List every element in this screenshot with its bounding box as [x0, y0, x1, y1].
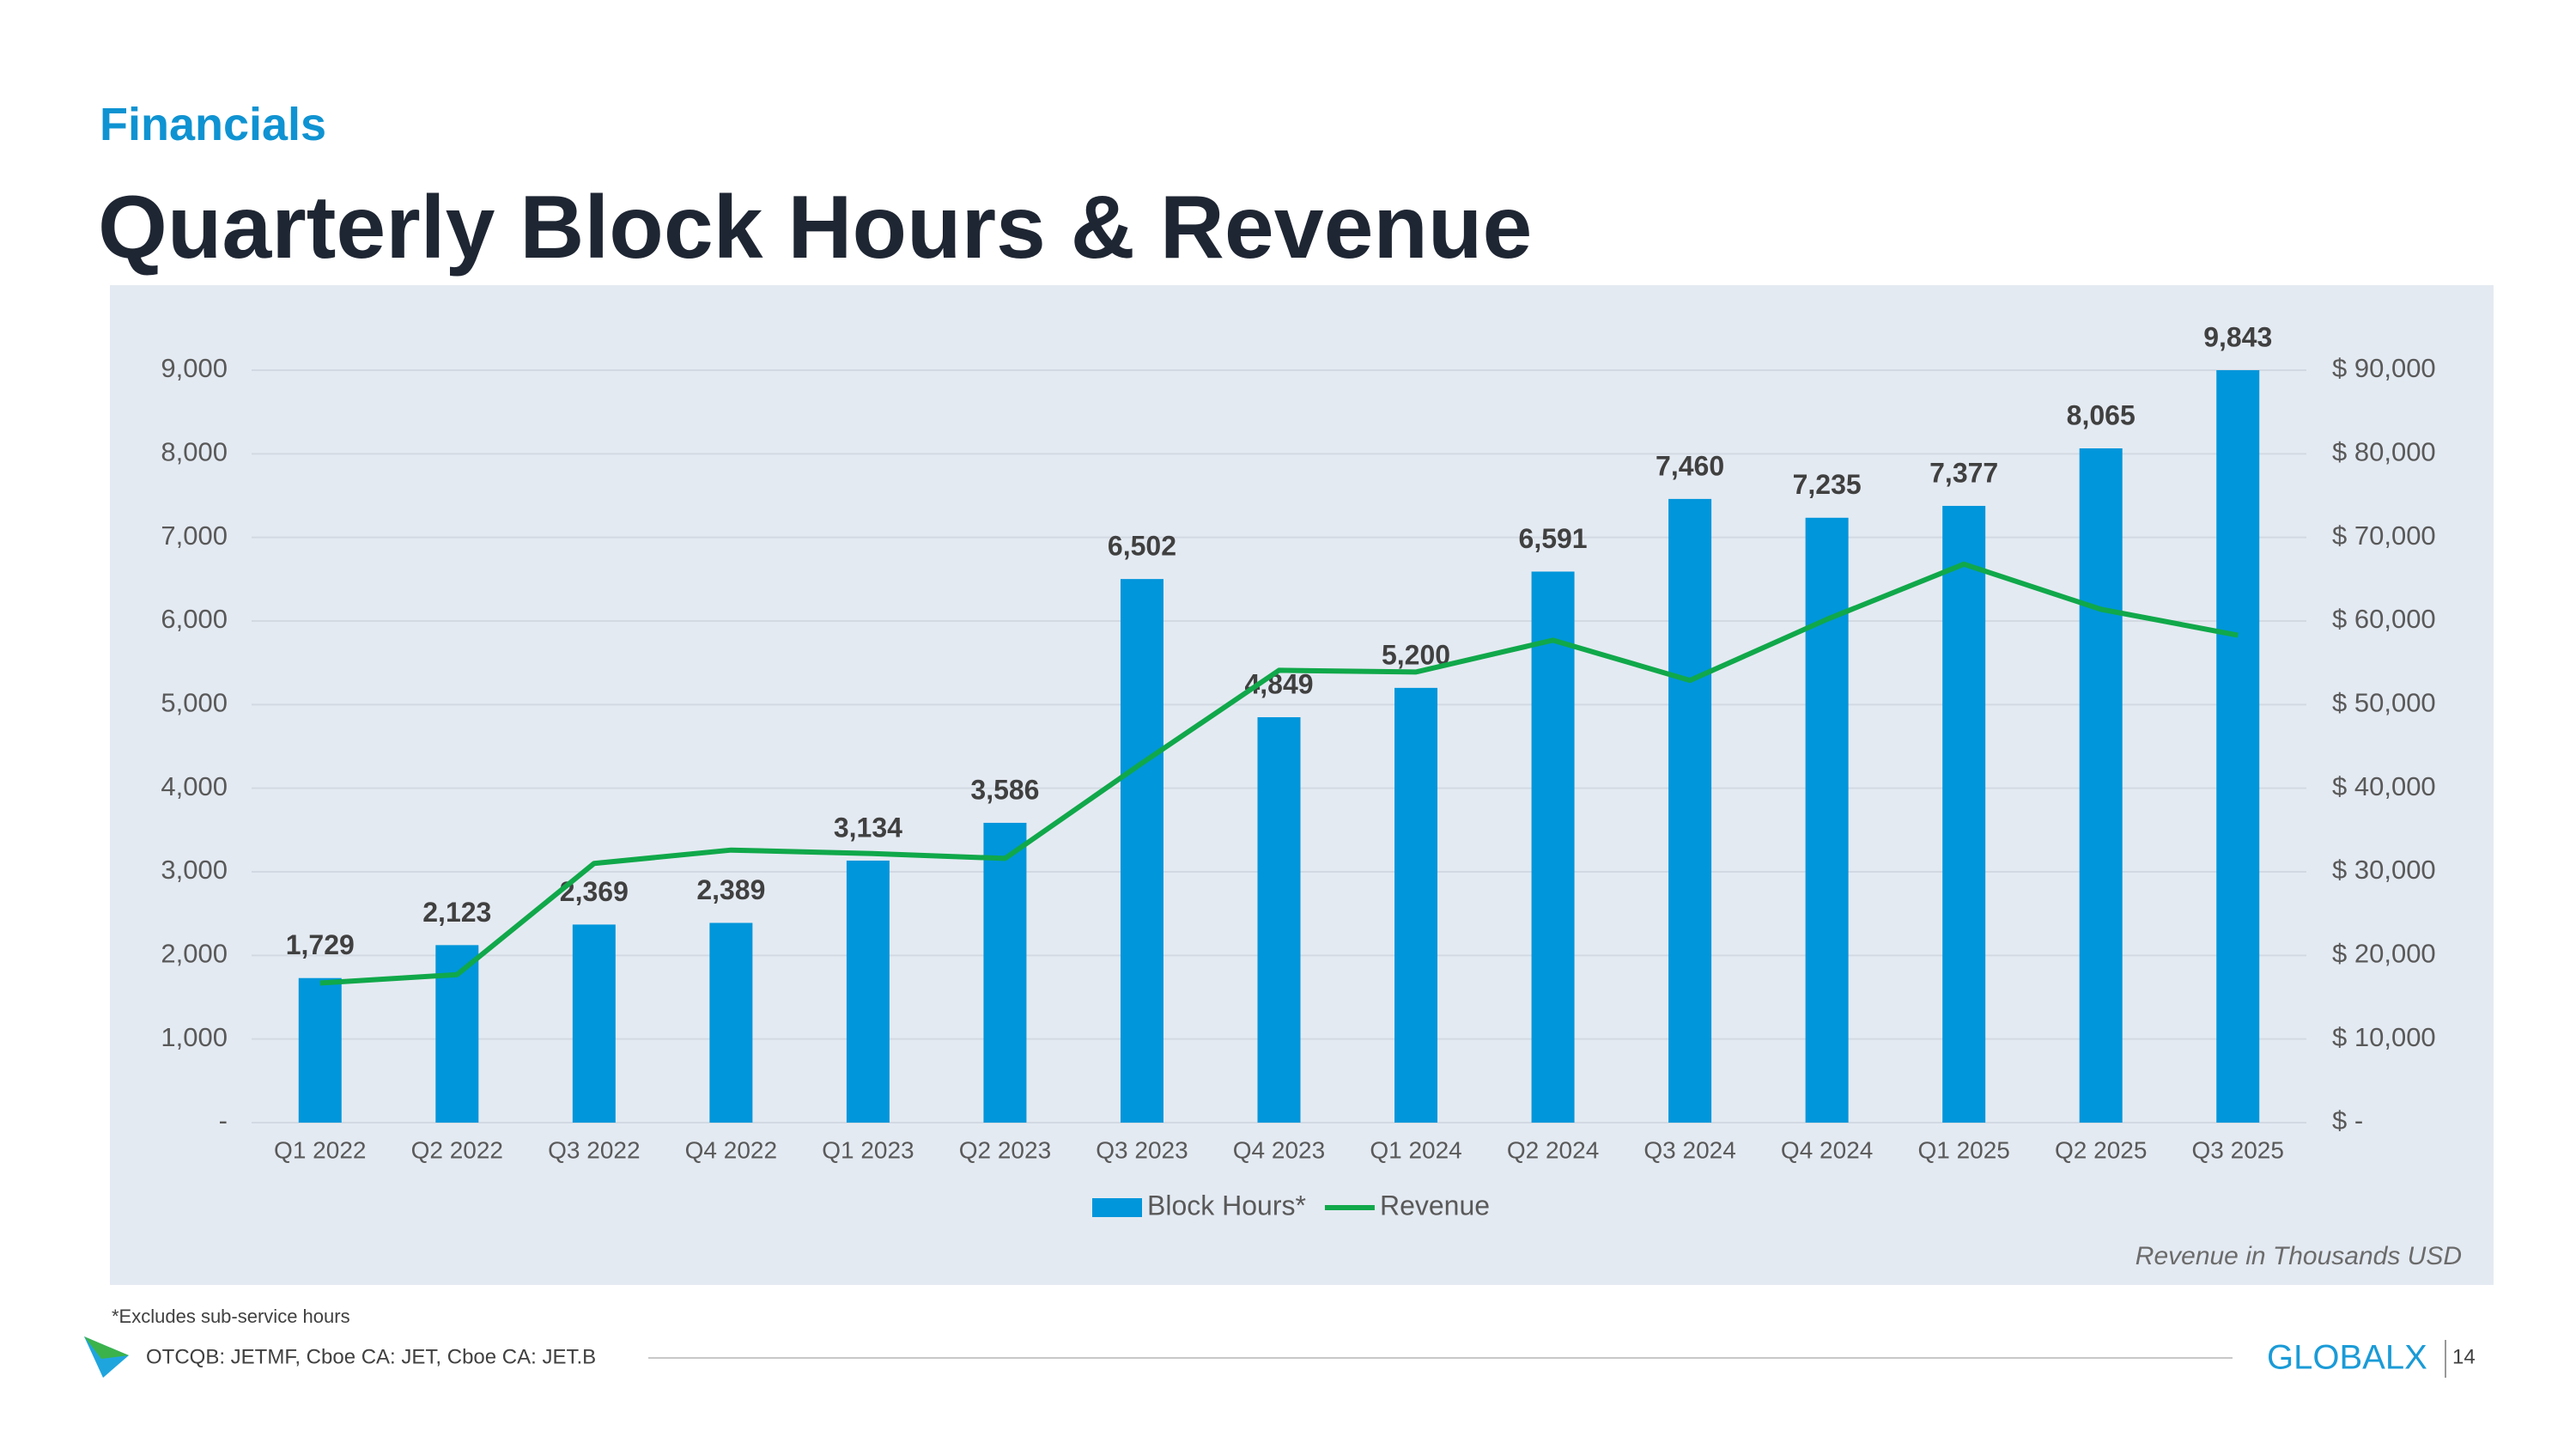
- bar: [1942, 505, 1986, 1123]
- bar-value-label: 2,123: [422, 897, 491, 928]
- slide-title: Quarterly Block Hours & Revenue: [98, 178, 1532, 277]
- y-tick-label: 5,000: [161, 688, 228, 718]
- legend-label: Revenue: [1380, 1190, 1490, 1221]
- bar-value-label: 7,377: [1929, 457, 1998, 488]
- x-tick-label: Q2 2025: [2055, 1136, 2147, 1163]
- y-tick-label: -: [219, 1105, 228, 1135]
- footnote: *Excludes sub-service hours: [112, 1306, 350, 1327]
- bar: [2079, 448, 2123, 1123]
- bar: [1120, 579, 1163, 1123]
- bar: [572, 924, 616, 1123]
- logo: GLOBALX: [2267, 1339, 2427, 1377]
- y-tick-label: 4,000: [161, 771, 228, 801]
- units-note: Revenue in Thousands USD: [2136, 1242, 2462, 1270]
- x-tick-label: Q1 2024: [1370, 1136, 1461, 1163]
- y-tick-label: 2,000: [161, 939, 228, 969]
- y2-tick-label: $ 70,000: [2332, 521, 2436, 551]
- legend-label: Block Hours*: [1147, 1190, 1306, 1221]
- bar: [1394, 687, 1438, 1123]
- x-tick-label: Q4 2022: [685, 1136, 777, 1163]
- y-tick-label: 7,000: [161, 521, 228, 551]
- bar: [298, 977, 342, 1123]
- x-tick-label: Q4 2024: [1781, 1136, 1873, 1163]
- bar: [2216, 370, 2260, 1123]
- y-tick-label: 1,000: [161, 1022, 228, 1052]
- x-tick-label: Q4 2023: [1233, 1136, 1325, 1163]
- bar-value-label: 9,843: [2203, 321, 2272, 352]
- x-tick-label: Q2 2024: [1507, 1136, 1599, 1163]
- chart-panel: [110, 285, 2494, 1285]
- section-label: Financials: [100, 99, 326, 150]
- x-tick-label: Q3 2025: [2192, 1136, 2284, 1163]
- bar-value-label: 7,235: [1793, 469, 1862, 500]
- bar-value-label: 1,729: [286, 929, 355, 960]
- y2-tick-label: $ -: [2332, 1105, 2363, 1135]
- x-tick-label: Q1 2025: [1917, 1136, 2009, 1163]
- x-tick-label: Q2 2023: [959, 1136, 1051, 1163]
- bar-value-label: 6,591: [1519, 523, 1588, 554]
- bar-value-label: 3,586: [970, 774, 1039, 805]
- line-series: [319, 561, 2239, 986]
- y2-tick-label: $ 90,000: [2332, 353, 2436, 383]
- bar-value-label: 8,065: [2067, 399, 2136, 430]
- x-tick-label: Q1 2022: [274, 1136, 366, 1163]
- y2-tick-label: $ 80,000: [2332, 437, 2436, 467]
- bar-value-label: 7,460: [1656, 450, 1724, 481]
- x-tick-label: Q3 2023: [1096, 1136, 1188, 1163]
- bar-value-label: 3,134: [834, 812, 902, 843]
- legend-swatch: [1092, 1198, 1142, 1217]
- y-tick-label: 8,000: [161, 437, 228, 467]
- y-tick-label: 9,000: [161, 353, 228, 383]
- logo-arrow-accent: [84, 1336, 129, 1359]
- page-number: 14: [2452, 1345, 2476, 1368]
- bar-value-label: 6,502: [1108, 531, 1176, 562]
- bar: [1257, 717, 1301, 1123]
- x-tick-label: Q1 2023: [822, 1136, 914, 1163]
- bar-value-label: 2,389: [696, 874, 765, 905]
- y2-tick-label: $ 50,000: [2332, 688, 2436, 718]
- x-tick-label: Q2 2022: [411, 1136, 503, 1163]
- x-tick-label: Q3 2022: [548, 1136, 640, 1163]
- plot-area: [298, 370, 2260, 1123]
- bar: [709, 922, 753, 1123]
- footer-text: OTCQB: JETMF, Cboe CA: JET, Cboe CA: JET…: [146, 1345, 596, 1368]
- y2-tick-label: $ 30,000: [2332, 855, 2436, 885]
- bar: [983, 822, 1027, 1123]
- x-tick-label: Q3 2024: [1643, 1136, 1735, 1163]
- bar: [1668, 498, 1712, 1123]
- y2-tick-label: $ 60,000: [2332, 604, 2436, 634]
- y2-tick-label: $ 20,000: [2332, 939, 2436, 969]
- bar: [1805, 517, 1849, 1123]
- y2-tick-label: $ 10,000: [2332, 1022, 2436, 1052]
- bar: [846, 860, 890, 1123]
- y2-tick-label: $ 40,000: [2332, 771, 2436, 801]
- bar: [1531, 571, 1575, 1123]
- y-tick-label: 3,000: [161, 855, 228, 885]
- y-tick-label: 6,000: [161, 604, 228, 634]
